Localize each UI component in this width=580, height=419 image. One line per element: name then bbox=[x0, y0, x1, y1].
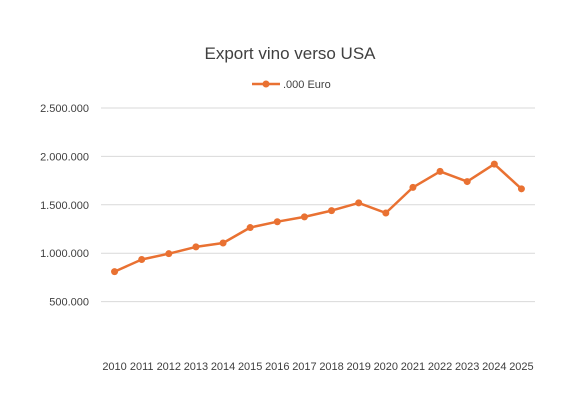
data-point bbox=[219, 239, 227, 247]
chart-title: Export vino verso USA bbox=[204, 44, 376, 63]
x-tick-label: 2019 bbox=[346, 361, 370, 373]
data-point bbox=[409, 183, 417, 191]
data-point bbox=[436, 167, 444, 175]
x-tick-label: 2020 bbox=[374, 361, 398, 373]
data-point bbox=[300, 213, 308, 221]
data-point bbox=[490, 160, 498, 168]
x-tick-label: 2022 bbox=[428, 361, 452, 373]
x-tick-label: 2011 bbox=[130, 361, 154, 373]
x-tick-label: 2012 bbox=[157, 361, 181, 373]
data-point bbox=[517, 185, 525, 193]
x-tick-label: 2014 bbox=[211, 361, 235, 373]
x-tick-label: 2017 bbox=[292, 361, 316, 373]
x-tick-label: 2018 bbox=[319, 361, 343, 373]
series-line bbox=[114, 162, 523, 273]
x-tick-label: 2015 bbox=[238, 361, 262, 373]
y-tick-label: 500.000 bbox=[49, 297, 89, 309]
data-point bbox=[111, 268, 119, 276]
y-tick-label: 2.000.000 bbox=[40, 151, 89, 163]
legend: .000 Euro bbox=[252, 79, 331, 91]
x-tick-label: 2013 bbox=[184, 361, 208, 373]
data-point bbox=[382, 209, 390, 217]
data-point bbox=[355, 199, 363, 207]
x-tick-label: 2025 bbox=[509, 361, 533, 373]
y-tick-label: 2.500.000 bbox=[40, 103, 89, 115]
chart-area bbox=[30, 30, 550, 378]
x-tick-label: 2023 bbox=[455, 361, 479, 373]
gridlines bbox=[101, 107, 535, 303]
legend-point-marker bbox=[262, 80, 270, 88]
x-tick-label: 2016 bbox=[265, 361, 289, 373]
data-point bbox=[138, 255, 146, 263]
y-tick-label: 1.500.000 bbox=[40, 200, 89, 212]
y-axis-tick-labels: 500.000 1.000.000 1.500.000 2.000.000 2.500.… bbox=[40, 103, 89, 309]
data-point bbox=[165, 250, 173, 258]
x-axis-tick-labels: 2010 2011 2012 2013 2014 2015 2016 2017 2018 2019… bbox=[102, 361, 533, 373]
x-tick-label: 2024 bbox=[482, 361, 506, 373]
series-group bbox=[111, 160, 525, 276]
data-point bbox=[463, 178, 471, 186]
data-point bbox=[273, 218, 281, 226]
data-point bbox=[328, 207, 336, 215]
legend-label: .000 Euro bbox=[283, 79, 331, 91]
x-tick-label: 2010 bbox=[102, 361, 126, 373]
x-tick-label: 2021 bbox=[401, 361, 425, 373]
data-point bbox=[246, 224, 254, 232]
y-tick-label: 1.000.000 bbox=[40, 248, 89, 260]
data-point bbox=[192, 243, 200, 251]
